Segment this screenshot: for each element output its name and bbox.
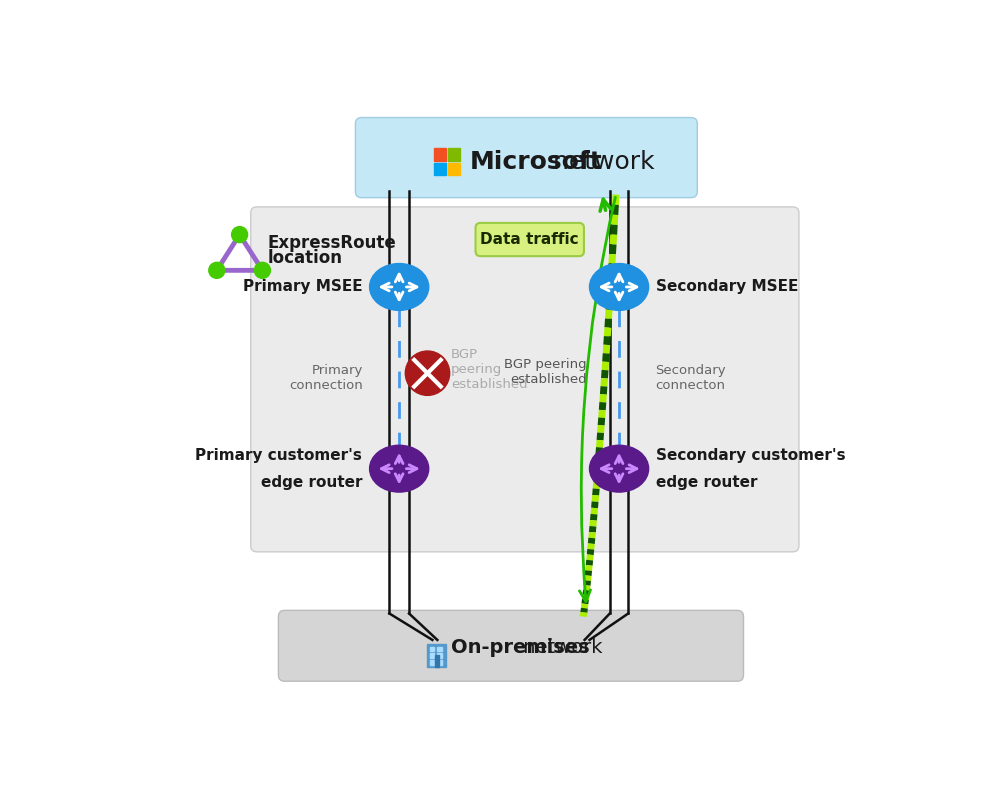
Bar bbox=[430, 654, 434, 658]
Text: edge router: edge router bbox=[261, 474, 362, 490]
Bar bbox=[448, 162, 460, 175]
Bar bbox=[430, 646, 434, 651]
Text: network: network bbox=[517, 638, 602, 658]
Text: On-premises: On-premises bbox=[451, 638, 590, 658]
Bar bbox=[430, 660, 434, 665]
Ellipse shape bbox=[370, 263, 429, 310]
Text: connecton: connecton bbox=[655, 378, 725, 392]
Bar bbox=[434, 148, 446, 161]
Text: connection: connection bbox=[290, 378, 363, 392]
Text: Data traffic: Data traffic bbox=[480, 232, 579, 247]
Circle shape bbox=[254, 262, 270, 278]
FancyBboxPatch shape bbox=[476, 223, 584, 256]
Text: Microsoft: Microsoft bbox=[469, 150, 602, 174]
Text: Secondary MSEE: Secondary MSEE bbox=[656, 279, 798, 294]
Bar bbox=[437, 646, 442, 651]
Text: established: established bbox=[451, 378, 528, 390]
Text: Primary customer's: Primary customer's bbox=[195, 448, 362, 462]
Text: Secondary customer's: Secondary customer's bbox=[656, 448, 846, 462]
Text: peering: peering bbox=[451, 363, 502, 376]
Text: BGP peering: BGP peering bbox=[504, 358, 586, 370]
Text: established: established bbox=[510, 373, 586, 386]
Ellipse shape bbox=[370, 446, 429, 492]
Bar bbox=[435, 655, 439, 667]
Text: BGP: BGP bbox=[451, 348, 478, 362]
Text: edge router: edge router bbox=[656, 474, 758, 490]
FancyBboxPatch shape bbox=[278, 610, 744, 682]
Text: Primary: Primary bbox=[312, 364, 363, 377]
Bar bbox=[427, 644, 446, 667]
Text: Secondary: Secondary bbox=[655, 364, 725, 377]
Circle shape bbox=[232, 226, 248, 242]
Bar bbox=[437, 654, 442, 658]
FancyBboxPatch shape bbox=[355, 118, 697, 198]
Text: ExpressRoute: ExpressRoute bbox=[267, 234, 396, 252]
Circle shape bbox=[405, 351, 450, 395]
Text: location: location bbox=[267, 249, 342, 267]
Bar bbox=[448, 148, 460, 161]
Text: network: network bbox=[545, 150, 654, 174]
Circle shape bbox=[209, 262, 225, 278]
Ellipse shape bbox=[590, 446, 649, 492]
Bar bbox=[434, 162, 446, 175]
Ellipse shape bbox=[590, 263, 649, 310]
Text: Primary MSEE: Primary MSEE bbox=[243, 279, 362, 294]
FancyBboxPatch shape bbox=[251, 207, 799, 552]
Bar bbox=[437, 660, 442, 665]
